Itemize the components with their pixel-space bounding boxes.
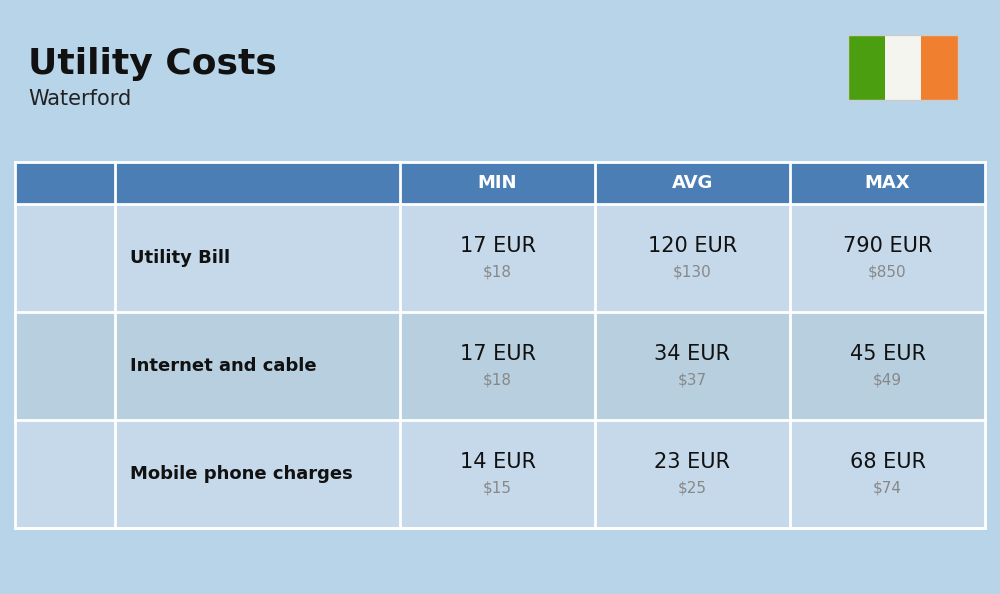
Bar xyxy=(595,204,790,312)
Text: $49: $49 xyxy=(873,372,902,387)
Bar xyxy=(15,420,115,528)
Text: $37: $37 xyxy=(678,372,707,387)
Text: MIN: MIN xyxy=(478,174,517,192)
Text: 45 EUR: 45 EUR xyxy=(850,344,926,364)
Bar xyxy=(885,35,921,100)
FancyBboxPatch shape xyxy=(33,442,97,506)
Bar xyxy=(115,204,400,312)
Bar xyxy=(115,312,400,420)
Text: Utility Bill: Utility Bill xyxy=(130,249,230,267)
Text: AVG: AVG xyxy=(672,174,713,192)
Text: $15: $15 xyxy=(483,481,512,495)
Bar xyxy=(15,312,115,420)
Bar xyxy=(848,35,885,100)
Bar xyxy=(790,162,985,204)
FancyBboxPatch shape xyxy=(33,334,97,398)
Text: $18: $18 xyxy=(483,372,512,387)
Bar xyxy=(400,420,595,528)
Text: 23 EUR: 23 EUR xyxy=(654,452,730,472)
Text: $130: $130 xyxy=(673,264,712,280)
Bar xyxy=(595,162,790,204)
Text: $850: $850 xyxy=(868,264,907,280)
Bar xyxy=(115,420,400,528)
Bar xyxy=(400,312,595,420)
Bar xyxy=(400,162,595,204)
Text: $18: $18 xyxy=(483,264,512,280)
Bar xyxy=(921,35,958,100)
Text: 34 EUR: 34 EUR xyxy=(654,344,730,364)
Bar xyxy=(595,420,790,528)
Text: 68 EUR: 68 EUR xyxy=(850,452,926,472)
Bar xyxy=(15,204,115,312)
Bar xyxy=(400,204,595,312)
Text: Internet and cable: Internet and cable xyxy=(130,357,317,375)
Bar xyxy=(595,312,790,420)
Text: Mobile phone charges: Mobile phone charges xyxy=(130,465,353,483)
Text: Utility Costs: Utility Costs xyxy=(28,47,277,81)
Bar xyxy=(790,204,985,312)
Bar xyxy=(790,312,985,420)
Text: 120 EUR: 120 EUR xyxy=(648,236,737,256)
Bar xyxy=(790,420,985,528)
Text: 17 EUR: 17 EUR xyxy=(460,236,536,256)
Text: Waterford: Waterford xyxy=(28,89,131,109)
Text: 17 EUR: 17 EUR xyxy=(460,344,536,364)
Text: MAX: MAX xyxy=(865,174,910,192)
Bar xyxy=(15,162,115,204)
Text: 14 EUR: 14 EUR xyxy=(460,452,536,472)
Text: 790 EUR: 790 EUR xyxy=(843,236,932,256)
Text: $25: $25 xyxy=(678,481,707,495)
FancyBboxPatch shape xyxy=(33,226,97,290)
Bar xyxy=(115,162,400,204)
Bar xyxy=(848,35,958,100)
Text: $74: $74 xyxy=(873,481,902,495)
